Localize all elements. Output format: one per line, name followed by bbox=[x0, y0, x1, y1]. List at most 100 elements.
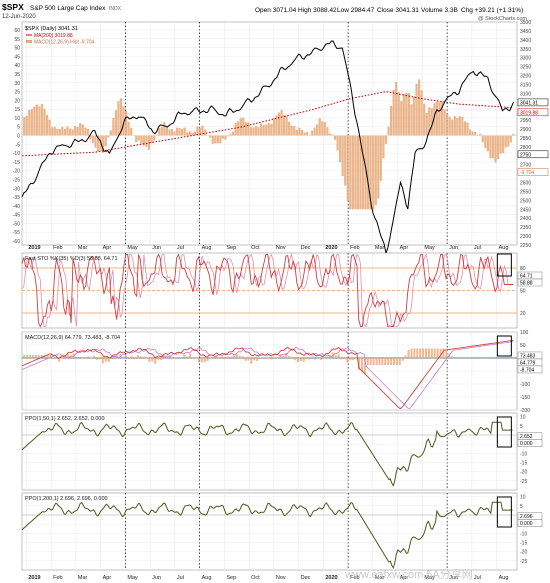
macd-hist-bar bbox=[375, 358, 378, 365]
x-tick-label: Apr bbox=[400, 245, 409, 251]
macd-hist-bar bbox=[40, 355, 43, 358]
left-tick-label: -25 bbox=[13, 177, 20, 183]
x-tick-label: May bbox=[424, 245, 435, 251]
macd-hist-bar bbox=[112, 117, 115, 136]
macd-hist-bar bbox=[387, 358, 390, 365]
legend-macd-hist: MACD(12,26,9) Hist -9.704 bbox=[34, 40, 95, 46]
right-tick-label: -10 bbox=[520, 531, 527, 537]
macd-hist-bar bbox=[466, 122, 469, 136]
macd-hist-bar bbox=[439, 348, 442, 358]
macd-hist-bar bbox=[471, 131, 474, 136]
highlight-box bbox=[496, 253, 512, 277]
macd-hist-bar bbox=[114, 110, 118, 136]
macd-hist-bar bbox=[423, 103, 426, 136]
macd-hist-bar bbox=[55, 358, 58, 359]
macd-hist-bar bbox=[142, 135, 146, 146]
macd-hist-bar bbox=[486, 135, 489, 152]
macd-hist-bar bbox=[293, 358, 296, 361]
macd-hist-bar bbox=[122, 106, 125, 136]
macd-hist-bar bbox=[173, 131, 176, 136]
right-value-label: 3019.88 bbox=[520, 110, 538, 116]
x-tick-label: Mar bbox=[78, 575, 88, 581]
right-tick-label: 10 bbox=[520, 415, 526, 421]
macd-hist-bar bbox=[361, 135, 365, 210]
panel-legend: PPO(1,50,1) 2.652, 2.652, 0.000 bbox=[25, 416, 105, 422]
left-tick-label: -50 bbox=[13, 221, 20, 227]
macd-hist-bar bbox=[462, 357, 465, 358]
x-tick-label: Apr bbox=[400, 575, 409, 581]
x-tick-label: 2019 bbox=[28, 245, 40, 251]
right-value-label: 58.88 bbox=[520, 281, 533, 287]
macd-hist-bar bbox=[496, 135, 500, 160]
macd-hist-bar bbox=[104, 358, 107, 362]
macd-hist-bar bbox=[346, 358, 349, 363]
macd-hist-bar bbox=[75, 356, 78, 358]
right-tick-label: 3450 bbox=[520, 29, 531, 35]
macd-hist-bar bbox=[500, 357, 503, 358]
macd-hist-bar bbox=[413, 348, 416, 358]
right-tick-label: 2500 bbox=[520, 198, 531, 204]
ohlc-high: High 3088.42 bbox=[298, 7, 337, 14]
right-tick-label: 50 bbox=[520, 289, 526, 295]
macd-hist-bar bbox=[186, 356, 189, 358]
right-tick-label: 3200 bbox=[520, 74, 531, 80]
macd-hist-bar bbox=[229, 356, 232, 358]
x-tick-label: Jun bbox=[449, 245, 458, 251]
macd-hist-bar bbox=[188, 131, 191, 136]
macd-hist-bar bbox=[51, 127, 54, 136]
right-tick-label: -200 bbox=[520, 408, 530, 414]
x-tick-label: 2019 bbox=[28, 575, 40, 581]
macd-hist-bar bbox=[446, 113, 449, 136]
macd-hist-bar bbox=[37, 355, 40, 358]
macd-hist-bar bbox=[314, 358, 317, 360]
macd-hist-bar bbox=[280, 110, 283, 136]
x-tick-label: Sep bbox=[226, 575, 236, 581]
macd-hist-bar bbox=[74, 125, 77, 136]
macd-hist-bar bbox=[162, 355, 165, 358]
macd-hist-bar bbox=[387, 126, 390, 136]
macd-hist-bar bbox=[238, 355, 241, 358]
right-label-box bbox=[517, 519, 543, 527]
macd-hist-bar bbox=[474, 131, 477, 136]
macd-hist-bar bbox=[142, 356, 145, 358]
macd-hist-bar bbox=[193, 131, 196, 136]
macd-hist-bar bbox=[433, 103, 436, 136]
macd-hist-bar bbox=[117, 101, 120, 136]
macd-hist-bar bbox=[247, 358, 250, 361]
macd-hist-bar bbox=[318, 118, 321, 136]
macd-hist-bar bbox=[349, 358, 352, 361]
macd-hist-bar bbox=[331, 134, 334, 136]
macd-hist-bar bbox=[26, 355, 29, 358]
left-tick-label: -30 bbox=[13, 186, 20, 192]
macd-hist-bar bbox=[340, 358, 343, 360]
macd-hist-bar bbox=[203, 129, 207, 136]
panel-legend: MACD(12,26,9) 64.779, 73.483, -8.704 bbox=[25, 335, 120, 341]
left-tick-label: 55 bbox=[14, 37, 20, 43]
macd-hist-bar bbox=[147, 135, 151, 150]
legend-ma200: MA(200) 3019.88 bbox=[34, 33, 73, 39]
macd-hist-bar bbox=[305, 131, 309, 136]
macd-hist-bar bbox=[145, 135, 148, 147]
macd-hist-bar bbox=[181, 128, 184, 136]
macd-hist-bar bbox=[436, 348, 439, 358]
macd-hist-bar bbox=[397, 92, 400, 136]
macd-hist-bar bbox=[494, 357, 497, 358]
macd-hist-bar bbox=[272, 117, 275, 136]
macd-hist-bar bbox=[186, 132, 189, 136]
macd-hist-bar bbox=[308, 358, 311, 360]
macd-hist-bar bbox=[379, 135, 382, 181]
x-tick-label: Feb bbox=[53, 575, 62, 581]
ohlc-low: Low 2984.47 bbox=[337, 7, 375, 14]
macd-hist-bar bbox=[355, 358, 358, 359]
macd-hist-bar bbox=[229, 133, 232, 136]
macd-hist-bar bbox=[339, 135, 342, 163]
right-value-label: 2750 bbox=[520, 152, 531, 158]
macd-hist-bar bbox=[515, 357, 518, 358]
macd-hist-bar bbox=[435, 101, 439, 136]
macd-hist-bar bbox=[28, 109, 31, 136]
macd-hist-bar bbox=[344, 135, 347, 186]
legend-price: $SPX (Daily) 3041.31 bbox=[25, 26, 78, 32]
macd-hist-bar bbox=[43, 108, 46, 136]
macd-hist-bar bbox=[197, 358, 200, 363]
right-tick-label: 2400 bbox=[520, 216, 531, 222]
